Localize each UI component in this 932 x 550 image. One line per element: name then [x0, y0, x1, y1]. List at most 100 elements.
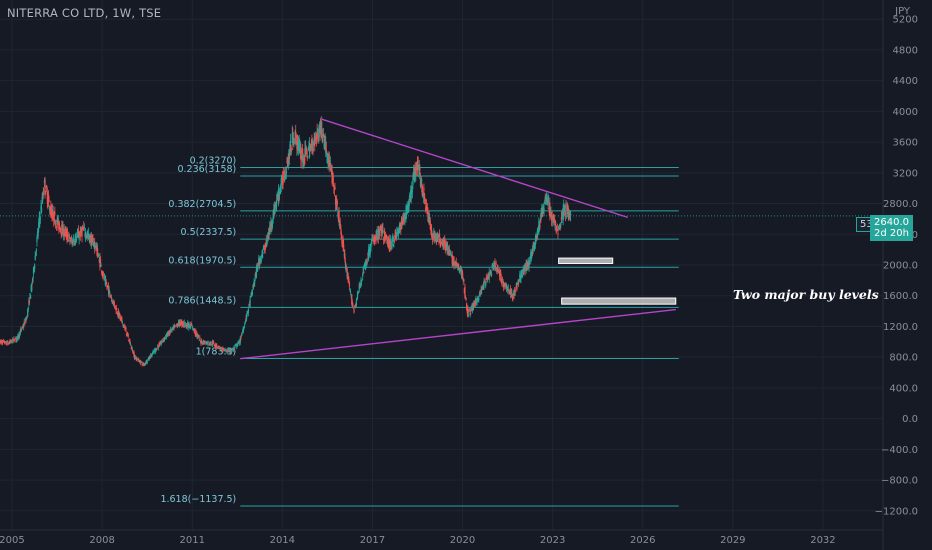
- candle-body: [180, 321, 182, 326]
- candle-body: [563, 205, 565, 218]
- candle-body: [543, 208, 545, 211]
- candle-body: [414, 168, 416, 183]
- candle-body: [361, 279, 363, 281]
- candle-body: [412, 177, 414, 185]
- candle-body: [132, 350, 134, 354]
- candle-body: [170, 331, 172, 333]
- candle-body: [40, 207, 43, 213]
- candle-body: [546, 195, 548, 202]
- candle-body: [370, 242, 372, 245]
- candle-body: [269, 225, 271, 232]
- candle-body: [494, 262, 496, 270]
- candle-body: [170, 329, 173, 331]
- candle-body: [34, 264, 36, 269]
- candle-body: [239, 343, 241, 345]
- candle-body: [21, 327, 23, 329]
- candle-body: [201, 341, 203, 343]
- candle-body: [128, 339, 130, 342]
- candle-body: [45, 193, 47, 195]
- candle-body: [221, 347, 223, 349]
- candle-body: [429, 220, 431, 229]
- candle-body: [155, 349, 158, 351]
- x-tick-label: 2008: [89, 535, 114, 546]
- candle-body: [549, 209, 552, 216]
- candle-body: [429, 219, 431, 221]
- candle-body: [55, 222, 57, 224]
- candle-body: [39, 217, 42, 219]
- candle-body: [515, 288, 517, 290]
- candle-body: [131, 348, 133, 351]
- candle-body: [545, 195, 547, 205]
- candle-body: [452, 256, 454, 264]
- candle-body: [456, 263, 458, 266]
- candle-body: [408, 202, 410, 211]
- candle-body: [293, 141, 296, 142]
- candle-body: [259, 257, 262, 260]
- candle-body: [236, 344, 238, 347]
- candle-body: [95, 244, 98, 248]
- candle-body: [359, 283, 362, 285]
- candle-body: [376, 230, 378, 232]
- candle-body: [552, 215, 554, 217]
- candle-body: [356, 298, 358, 301]
- candle-body: [68, 234, 70, 236]
- candle-body: [522, 274, 524, 276]
- candle-body: [469, 313, 471, 315]
- candle-body: [44, 179, 46, 193]
- candle-body: [77, 230, 80, 238]
- y-tick-label: −800.0: [881, 476, 918, 487]
- candle-body: [20, 329, 22, 331]
- y-tick-label: 800.0: [889, 353, 918, 364]
- candle-body: [290, 145, 292, 151]
- candle-body: [53, 211, 55, 224]
- candle-body: [397, 230, 399, 232]
- candle-body: [344, 261, 346, 266]
- candle-body: [393, 240, 396, 242]
- candle-body: [99, 258, 102, 264]
- candle-body: [565, 203, 567, 207]
- candle-body: [42, 197, 44, 201]
- candle-body: [101, 272, 103, 274]
- candle-body: [503, 282, 505, 285]
- candle-body: [62, 235, 65, 237]
- candle-body: [203, 340, 205, 345]
- candle-body: [532, 245, 534, 251]
- fib-level-label: 0.236(3158): [177, 164, 236, 175]
- candle-body: [422, 191, 424, 194]
- candle-body: [110, 297, 113, 299]
- candle-body: [207, 341, 210, 343]
- candle-body: [401, 220, 404, 224]
- candle-body: [293, 142, 295, 144]
- candle-body: [232, 348, 234, 351]
- bar-countdown: 2d 20h: [874, 228, 909, 239]
- candle-body: [508, 291, 511, 295]
- candle-body: [210, 341, 212, 343]
- candle-body: [541, 208, 543, 217]
- candle-body: [273, 208, 275, 219]
- candle-body: [153, 350, 155, 353]
- y-tick-label: 3600: [893, 138, 918, 149]
- candle-body: [176, 324, 178, 328]
- candle-body: [568, 211, 570, 214]
- candle-body: [366, 260, 368, 266]
- candle-body: [5, 341, 7, 342]
- candle-body: [259, 261, 261, 264]
- candle-body: [252, 286, 254, 289]
- candle-body: [558, 227, 560, 229]
- candle-body: [523, 272, 525, 274]
- candle-body: [479, 291, 481, 294]
- candle-body: [121, 321, 124, 323]
- candle-body: [314, 133, 316, 145]
- candle-body: [335, 203, 337, 206]
- candle-body: [404, 217, 406, 222]
- candle-body: [349, 290, 351, 292]
- candle-body: [464, 286, 466, 298]
- candle-body: [501, 279, 503, 283]
- candle-body: [65, 230, 67, 232]
- symbol-title[interactable]: NITERRA CO LTD, 1W, TSE: [7, 6, 162, 20]
- candle-body: [372, 237, 374, 241]
- candle-body: [196, 333, 198, 337]
- candle-body: [302, 148, 304, 159]
- candle-body: [140, 360, 142, 363]
